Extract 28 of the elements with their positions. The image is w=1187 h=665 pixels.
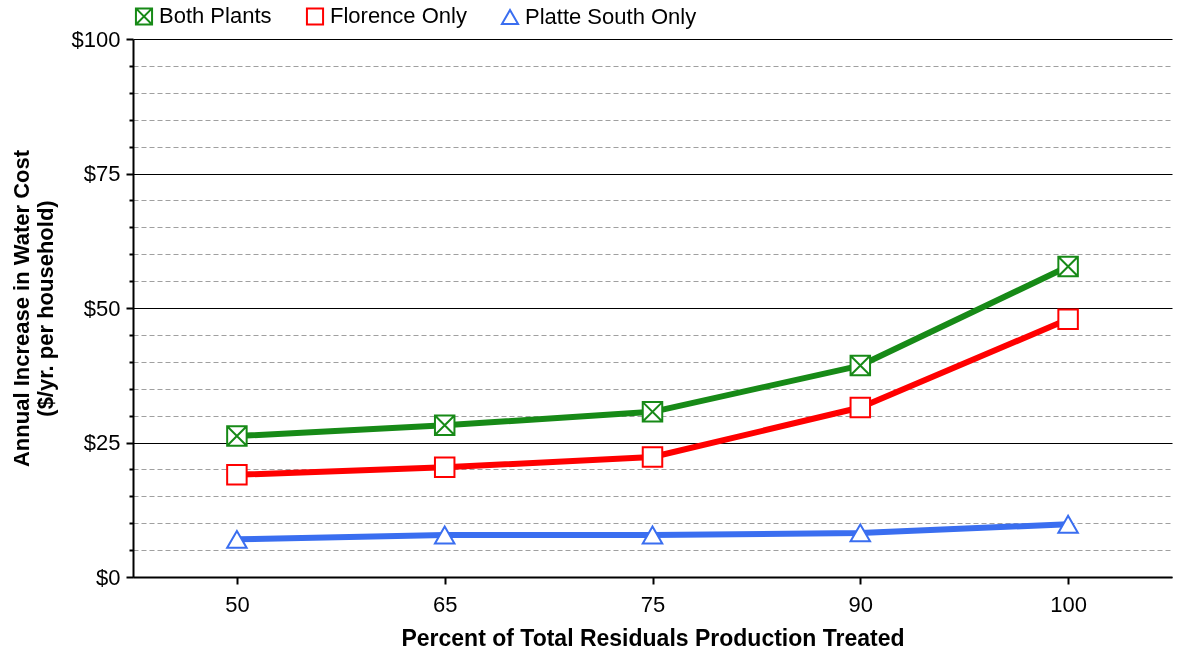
point	[641, 446, 664, 468]
legend-label: Florence Only	[330, 3, 467, 29]
point	[849, 396, 872, 419]
point	[641, 401, 664, 423]
point	[641, 525, 664, 545]
x-tick-label: 75	[640, 591, 666, 617]
y-tick-label: $0	[96, 564, 121, 590]
point	[1057, 308, 1079, 331]
point	[226, 425, 248, 447]
y-tick-label: $50	[83, 295, 121, 321]
x-tick-label: 90	[848, 591, 874, 617]
y-tick-label: $25	[83, 430, 121, 455]
point	[433, 456, 456, 478]
legend-label: Both Plants	[159, 3, 272, 29]
x-tick-label: 65	[432, 591, 458, 617]
y-axis-title: Annual Increase in Water Cost ($/yr. per household)	[8, 149, 58, 468]
y-tick-label: $75	[83, 161, 121, 186]
x-tick-label: 50	[225, 591, 250, 617]
point	[226, 529, 248, 549]
point	[433, 525, 456, 545]
x-axis-title: Percent of Total Residuals Production Treated	[401, 624, 905, 651]
point	[1057, 255, 1079, 278]
legend-label: Platte South Only	[525, 4, 697, 29]
point	[849, 523, 872, 543]
point	[226, 464, 248, 486]
x-tick-label: 100	[1050, 591, 1087, 617]
point	[1057, 514, 1079, 534]
y-tick-label: $100	[71, 26, 121, 52]
